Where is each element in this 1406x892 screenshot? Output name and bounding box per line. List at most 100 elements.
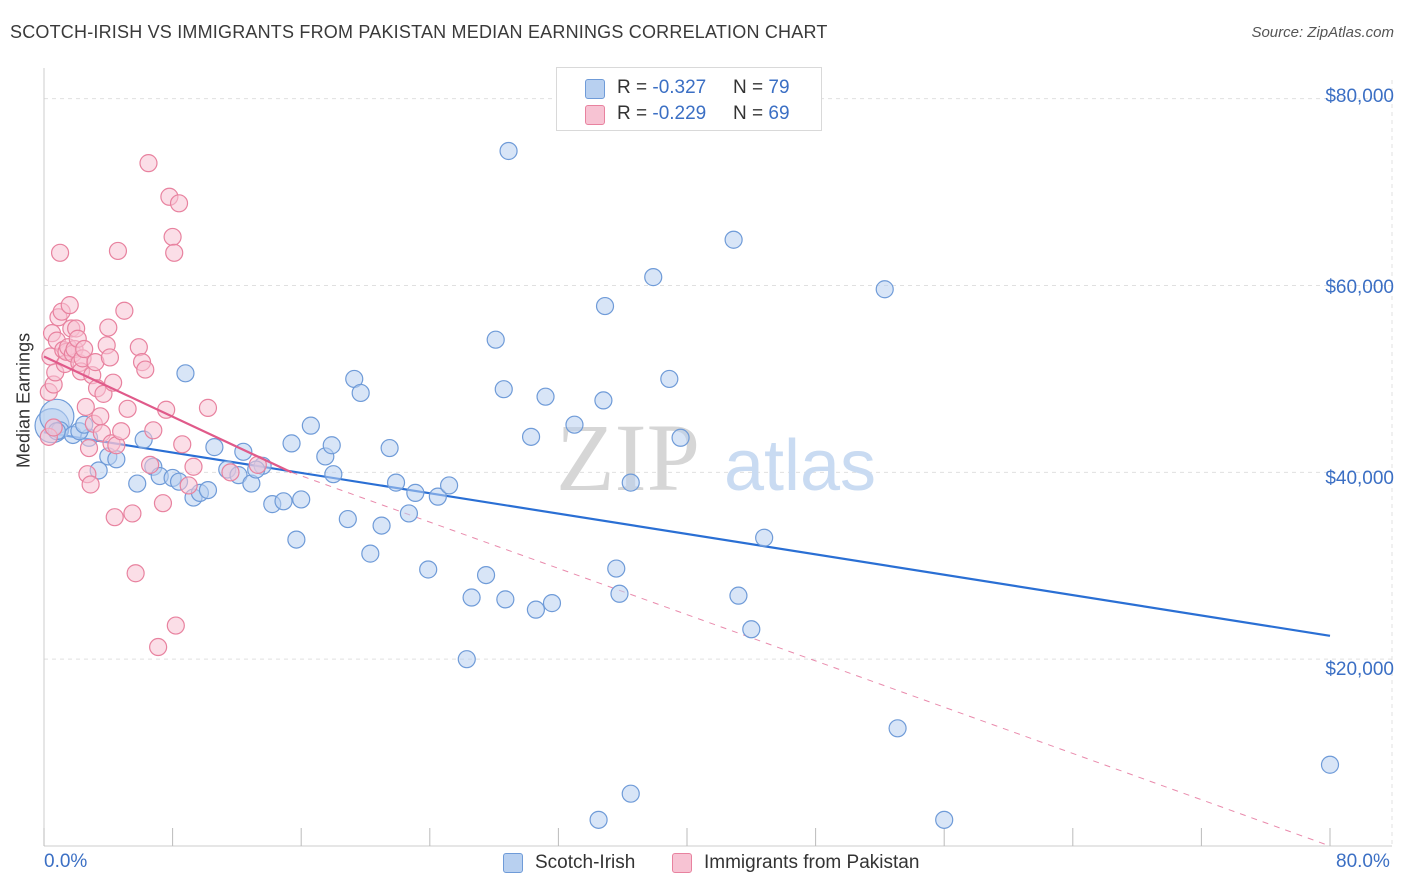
pakistan-point — [76, 397, 95, 417]
scotch-irish-point — [542, 594, 562, 613]
pakistan-point — [198, 398, 218, 417]
trend-extension-pakistan — [291, 471, 1331, 847]
pakistan-point — [60, 296, 79, 315]
pakistan-point — [173, 435, 192, 454]
x-tick-min: 0.0% — [44, 851, 88, 872]
pakistan-point — [50, 243, 70, 262]
legend-row-scotch-irish: R = -0.327 N = 79 — [557, 76, 821, 102]
data-points — [34, 141, 1340, 829]
y-tick-40000: $40,000 — [1325, 468, 1394, 489]
legend-r-label: R = — [617, 103, 653, 124]
pakistan-point — [140, 455, 160, 474]
pakistan-point — [123, 504, 142, 523]
scotch-irish-point — [439, 476, 459, 495]
pakistan-point — [100, 348, 120, 367]
pakistan-point — [153, 494, 173, 513]
scotch-irish-point — [589, 810, 608, 829]
scotch-irish-point — [292, 490, 311, 509]
scotch-irish-point — [372, 516, 391, 535]
scotch-irish-point — [406, 483, 425, 502]
pakistan-point — [81, 475, 100, 494]
y-tick-60000: $60,000 — [1325, 277, 1394, 298]
y-tick-80000: $80,000 — [1325, 86, 1394, 107]
pakistan-point — [136, 360, 155, 379]
pakistan-point — [129, 338, 148, 357]
scotch-irish-point — [198, 480, 218, 500]
legend-n-value: 69 — [768, 103, 790, 124]
axes — [43, 68, 1392, 847]
legend-r-label: R = — [617, 77, 653, 98]
pakistan-point — [99, 318, 118, 337]
scotch-irish-point — [521, 427, 541, 446]
scotch-irish-point — [274, 492, 293, 511]
pakistan-point — [144, 421, 163, 440]
scotch-irish-point — [128, 474, 147, 493]
legend-row-pakistan: R = -0.229 N = 69 — [557, 102, 821, 128]
scotch-irish-point — [324, 465, 343, 484]
y-tick-20000: $20,000 — [1325, 659, 1394, 680]
scotch-irish-point — [621, 784, 640, 803]
pakistan-point — [118, 399, 137, 418]
legend-r-value: -0.229 — [652, 103, 707, 124]
scotch-irish-point — [935, 810, 954, 829]
source-credit: Source: ZipAtlas.com — [1251, 24, 1394, 41]
legend-swatch-pink — [585, 105, 605, 125]
pakistan-point — [112, 422, 131, 441]
pakistan-point — [108, 241, 128, 261]
pakistan-point — [149, 637, 168, 657]
scotch-irish-point — [282, 434, 301, 453]
scotch-irish-point — [565, 415, 584, 434]
pakistan-swatch — [672, 853, 692, 873]
scotch-irish-point — [386, 473, 406, 492]
scotch-irish-point — [594, 391, 613, 410]
scotch-irish-point — [496, 590, 515, 609]
y-axis-label: Median Earnings — [13, 332, 34, 468]
pakistan-point — [115, 301, 134, 320]
scotch-irish-point — [205, 438, 224, 457]
scotch-irish-point — [621, 473, 640, 492]
scotch-irish-point — [742, 620, 761, 639]
watermark-atlas: atlas — [724, 426, 876, 506]
scotch-irish-point — [399, 504, 419, 523]
scotch-irish-point — [888, 719, 907, 738]
scotch-irish-point — [338, 509, 357, 529]
scotch-irish-point — [419, 560, 438, 579]
pakistan-point — [79, 438, 99, 458]
x-tick-max: 80.0% — [1336, 851, 1390, 872]
scotch-irish-point — [462, 588, 481, 607]
scotch-irish-point — [875, 280, 894, 299]
scotch-irish-point — [494, 380, 513, 399]
pakistan-point — [179, 476, 198, 495]
legend-n-label: N = — [733, 77, 769, 98]
zipatlas-watermark: ZIP atlas — [556, 404, 876, 511]
pakistan-point — [126, 564, 145, 583]
legend-swatch-blue — [585, 79, 605, 99]
scotch-irish-swatch — [503, 853, 523, 873]
scotch-irish-point — [380, 438, 399, 458]
scotch-irish-point — [1320, 755, 1340, 774]
scotch-irish-point — [595, 296, 615, 316]
scotch-irish-point — [526, 600, 545, 619]
pakistan-point — [165, 243, 184, 262]
scotch-irish-point — [644, 268, 663, 287]
scotch-irish-point — [476, 565, 496, 585]
chart-title: SCOTCH-IRISH VS IMMIGRANTS FROM PAKISTAN… — [10, 22, 828, 42]
scotch-irish-point — [607, 559, 626, 578]
scotch-irish-point — [361, 544, 380, 563]
pakistan-point — [184, 457, 203, 476]
legend-r-value: -0.327 — [652, 77, 707, 98]
pakistan-label: Immigrants from Pakistan — [704, 852, 920, 873]
scotch-irish-point — [724, 230, 743, 249]
gridlines — [44, 80, 1393, 846]
scotch-irish-point — [351, 383, 370, 403]
legend-n-label: N = — [733, 103, 769, 124]
pakistan-point — [166, 616, 185, 635]
pakistan-point — [75, 339, 94, 359]
scotch-irish-point — [536, 387, 555, 406]
pakistan-point — [163, 227, 182, 247]
scotch-irish-point — [322, 436, 341, 455]
scotch-irish-point — [610, 584, 629, 603]
scotch-irish-point — [457, 650, 476, 669]
scotch-irish-point — [428, 487, 447, 506]
